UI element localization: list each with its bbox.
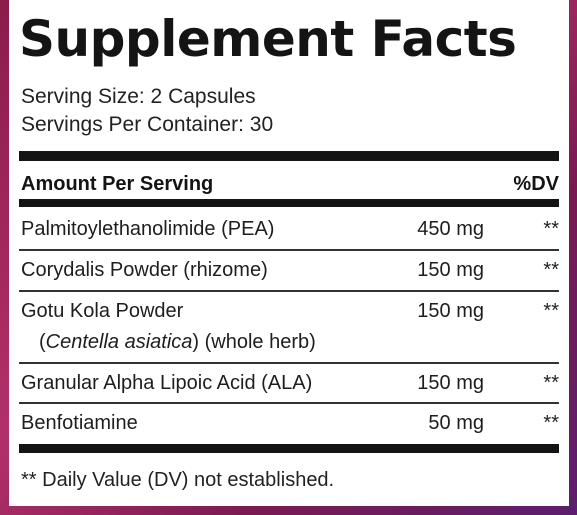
bottom-thick-rule [19, 444, 559, 453]
ingredient-name: Corydalis Powder (rhizome) [21, 259, 268, 281]
row-divider [19, 290, 559, 292]
ingredient-dv: ** [543, 372, 559, 394]
ingredient-dv: ** [543, 412, 559, 434]
header-thick-rule [19, 199, 559, 207]
ingredient-dv: ** [543, 259, 559, 281]
ingredient-amount: 50 mg [428, 412, 484, 434]
servings-per-container: Servings Per Container: 30 [21, 113, 274, 136]
supplement-facts-label: Supplement Facts Serving Size: 2 Capsule… [9, 0, 569, 506]
row-divider [19, 249, 559, 251]
ingredient-amount: 150 mg [417, 259, 484, 281]
top-thick-rule [19, 151, 559, 161]
ingredient-name: Granular Alpha Lipoic Acid (ALA) [21, 372, 313, 394]
ingredient-name: Benfotiamine [21, 412, 138, 434]
ingredient-amount: 150 mg [417, 300, 484, 322]
amount-per-serving-header: Amount Per Serving [21, 173, 214, 195]
botanical-open-paren: ( [39, 331, 46, 353]
footnote: ** Daily Value (DV) not established. [21, 469, 335, 491]
ingredient-dv: ** [543, 300, 559, 322]
label-title: Supplement Facts [19, 10, 517, 68]
row-divider [19, 362, 559, 364]
ingredient-botanical-name: (Centella asiatica) (whole herb) [39, 328, 316, 356]
botanical-italic-name: Centella asiatica [45, 331, 193, 353]
serving-size: Serving Size: 2 Capsules [21, 85, 256, 108]
ingredient-dv: ** [543, 218, 559, 240]
ingredient-amount: 150 mg [417, 372, 484, 394]
dv-header: %DV [513, 173, 559, 195]
botanical-part: ) (whole herb) [192, 331, 316, 353]
ingredient-name: Gotu Kola Powder [21, 300, 184, 322]
row-divider [19, 402, 559, 404]
ingredient-name: Palmitoylethanolimide (PEA) [21, 218, 275, 240]
ingredient-amount: 450 mg [417, 218, 484, 240]
